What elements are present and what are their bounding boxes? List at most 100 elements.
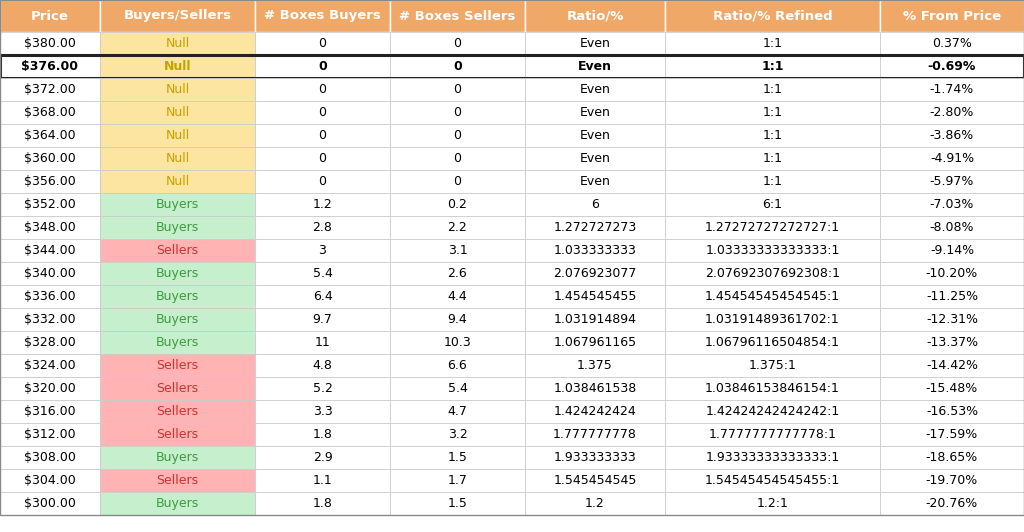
Bar bbox=[100, 32, 255, 55]
Text: # Boxes Buyers: # Boxes Buyers bbox=[264, 10, 381, 22]
Bar bbox=[525, 170, 665, 193]
Bar bbox=[390, 193, 525, 216]
Text: # Boxes Sellers: # Boxes Sellers bbox=[399, 10, 516, 22]
Bar bbox=[880, 423, 1024, 446]
Bar bbox=[665, 216, 880, 239]
Bar bbox=[255, 193, 390, 216]
Bar bbox=[100, 377, 255, 400]
Bar bbox=[880, 193, 1024, 216]
Bar bbox=[665, 331, 880, 354]
Bar bbox=[0, 239, 100, 262]
Text: 0: 0 bbox=[454, 152, 462, 165]
Text: 0: 0 bbox=[318, 129, 327, 142]
Bar bbox=[100, 308, 255, 331]
Bar bbox=[525, 400, 665, 423]
Text: 5.4: 5.4 bbox=[447, 382, 467, 395]
Bar bbox=[665, 446, 880, 469]
Bar bbox=[255, 446, 390, 469]
Bar bbox=[100, 0, 255, 32]
Bar bbox=[255, 124, 390, 147]
Bar bbox=[0, 492, 100, 515]
Text: 2.9: 2.9 bbox=[312, 451, 333, 464]
Text: 1.031914894: 1.031914894 bbox=[554, 313, 637, 326]
Bar bbox=[880, 331, 1024, 354]
Bar bbox=[880, 0, 1024, 32]
Text: 1.7777777777778:1: 1.7777777777778:1 bbox=[709, 428, 837, 441]
Bar bbox=[100, 78, 255, 101]
Text: $316.00: $316.00 bbox=[25, 405, 76, 418]
Bar bbox=[255, 262, 390, 285]
Text: Buyers: Buyers bbox=[156, 221, 199, 234]
Text: Buyers: Buyers bbox=[156, 290, 199, 303]
Text: $364.00: $364.00 bbox=[25, 129, 76, 142]
Text: -15.48%: -15.48% bbox=[926, 382, 978, 395]
Text: 1.03846153846154:1: 1.03846153846154:1 bbox=[706, 382, 840, 395]
Bar bbox=[100, 354, 255, 377]
Text: 10.3: 10.3 bbox=[443, 336, 471, 349]
Text: -10.20%: -10.20% bbox=[926, 267, 978, 280]
Bar bbox=[665, 308, 880, 331]
Text: -20.76%: -20.76% bbox=[926, 497, 978, 510]
Text: 1.1: 1.1 bbox=[312, 474, 333, 487]
Bar bbox=[390, 0, 525, 32]
Bar bbox=[665, 124, 880, 147]
Bar bbox=[100, 216, 255, 239]
Bar bbox=[390, 262, 525, 285]
Text: -0.69%: -0.69% bbox=[928, 60, 976, 73]
Bar bbox=[665, 0, 880, 32]
Bar bbox=[255, 216, 390, 239]
Text: 1.038461538: 1.038461538 bbox=[553, 382, 637, 395]
Text: 2.07692307692308:1: 2.07692307692308:1 bbox=[705, 267, 840, 280]
Text: $340.00: $340.00 bbox=[25, 267, 76, 280]
Bar bbox=[255, 377, 390, 400]
Text: -4.91%: -4.91% bbox=[930, 152, 974, 165]
Bar bbox=[525, 239, 665, 262]
Bar bbox=[390, 285, 525, 308]
Bar bbox=[665, 170, 880, 193]
Bar bbox=[525, 55, 665, 78]
Bar bbox=[100, 262, 255, 285]
Text: Sellers: Sellers bbox=[157, 474, 199, 487]
Bar bbox=[255, 147, 390, 170]
Text: -1.74%: -1.74% bbox=[930, 83, 974, 96]
Bar bbox=[255, 492, 390, 515]
Bar bbox=[665, 492, 880, 515]
Bar bbox=[255, 308, 390, 331]
Bar bbox=[100, 446, 255, 469]
Bar bbox=[0, 78, 100, 101]
Bar bbox=[0, 32, 100, 55]
Text: 1.375:1: 1.375:1 bbox=[749, 359, 797, 372]
Text: Buyers: Buyers bbox=[156, 336, 199, 349]
Bar bbox=[390, 423, 525, 446]
Text: $368.00: $368.00 bbox=[25, 106, 76, 119]
Text: $348.00: $348.00 bbox=[25, 221, 76, 234]
Text: 3: 3 bbox=[318, 244, 327, 257]
Text: 4.4: 4.4 bbox=[447, 290, 467, 303]
Bar bbox=[880, 101, 1024, 124]
Bar bbox=[880, 308, 1024, 331]
Text: 0: 0 bbox=[318, 152, 327, 165]
Bar bbox=[0, 193, 100, 216]
Text: $344.00: $344.00 bbox=[25, 244, 76, 257]
Bar bbox=[525, 377, 665, 400]
Text: 1.777777778: 1.777777778 bbox=[553, 428, 637, 441]
Text: 1.375: 1.375 bbox=[578, 359, 613, 372]
Bar bbox=[525, 32, 665, 55]
Text: -17.59%: -17.59% bbox=[926, 428, 978, 441]
Bar bbox=[0, 124, 100, 147]
Text: 6.4: 6.4 bbox=[312, 290, 333, 303]
Bar bbox=[665, 423, 880, 446]
Bar bbox=[0, 170, 100, 193]
Bar bbox=[525, 354, 665, 377]
Bar bbox=[255, 400, 390, 423]
Bar bbox=[665, 239, 880, 262]
Bar bbox=[665, 262, 880, 285]
Bar bbox=[255, 0, 390, 32]
Bar bbox=[0, 446, 100, 469]
Text: Null: Null bbox=[165, 129, 189, 142]
Bar bbox=[0, 0, 100, 32]
Text: $320.00: $320.00 bbox=[25, 382, 76, 395]
Text: 2.2: 2.2 bbox=[447, 221, 467, 234]
Bar bbox=[880, 492, 1024, 515]
Bar bbox=[0, 285, 100, 308]
